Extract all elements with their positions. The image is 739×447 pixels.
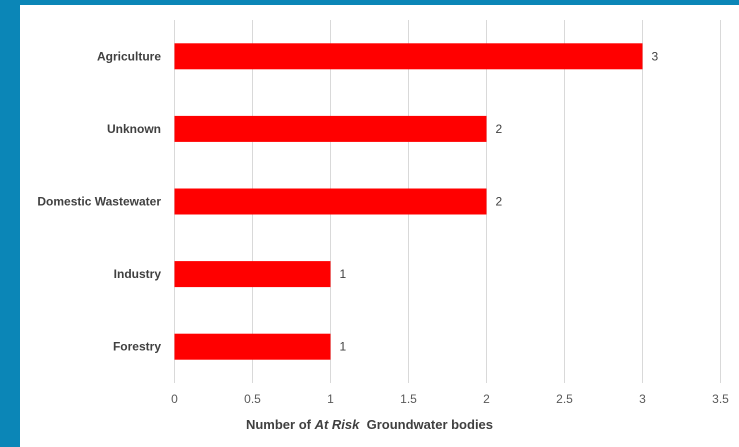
gridlines xyxy=(174,20,721,383)
category-label: Agriculture xyxy=(97,49,161,63)
frame-left-border xyxy=(0,0,20,447)
category-label: Industry xyxy=(114,267,162,281)
x-tick-label: 2 xyxy=(483,392,490,406)
x-tick-label: 2.5 xyxy=(556,392,573,406)
x-tick-label: 0.5 xyxy=(244,392,261,406)
data-label: 1 xyxy=(340,340,347,354)
data-label: 2 xyxy=(496,195,503,209)
category-labels: Agriculture Unknown Domestic Wastewater Ind… xyxy=(37,49,161,353)
bar xyxy=(174,115,487,142)
x-tick-label: 3 xyxy=(639,392,646,406)
frame-top-border xyxy=(0,0,739,5)
x-axis-title-part-3: Groundwater bodies xyxy=(359,417,493,432)
bar xyxy=(174,261,331,288)
x-axis-title: Number of At Risk Groundwater bodies xyxy=(246,417,493,432)
bar xyxy=(174,188,487,215)
bar-chart: Agriculture Unknown Domestic Wastewater Ind… xyxy=(37,20,729,432)
x-tick-label: 0 xyxy=(171,392,178,406)
bars xyxy=(174,43,643,360)
data-label: 1 xyxy=(340,267,347,281)
chart-area: Agriculture Unknown Domestic Wastewater Ind… xyxy=(20,5,739,447)
x-axis-title-part-2: At Risk xyxy=(314,417,361,432)
data-labels: 3 2 2 1 1 xyxy=(340,49,659,353)
data-label: 2 xyxy=(496,122,503,136)
x-tick-label: 1 xyxy=(327,392,334,406)
category-label: Domestic Wastewater xyxy=(37,195,161,209)
x-tick-labels: 0 0.5 1 1.5 2 2.5 3 3.5 xyxy=(171,392,729,406)
category-label: Forestry xyxy=(113,340,161,354)
x-axis-title-part-1: Number of xyxy=(246,417,315,432)
bar xyxy=(174,43,643,70)
x-tick-label: 3.5 xyxy=(712,392,729,406)
data-label: 3 xyxy=(652,49,659,63)
x-tick-label: 1.5 xyxy=(400,392,417,406)
bar xyxy=(174,333,331,360)
category-label: Unknown xyxy=(107,122,161,136)
